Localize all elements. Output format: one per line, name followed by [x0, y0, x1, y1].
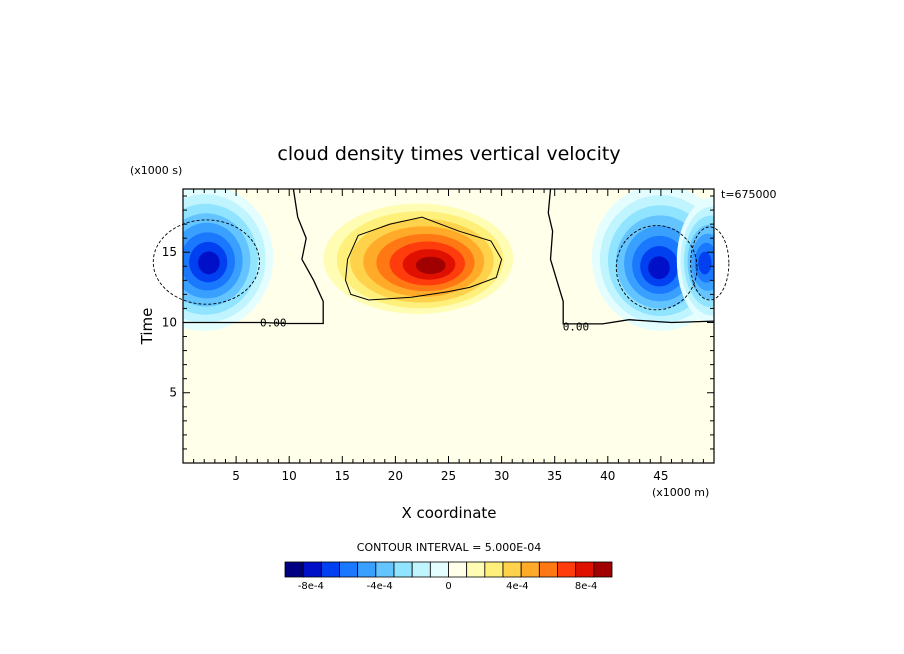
downdraft-level: [648, 256, 670, 280]
x-tick-label: 25: [441, 469, 456, 483]
x-tick-label: 10: [282, 469, 297, 483]
zero-contour-right: [547, 188, 715, 325]
colorbar-label: -8e-4: [298, 581, 324, 592]
colorbar-swatch: [411, 561, 431, 578]
colorbar-label: 0: [445, 581, 451, 592]
colorbar-swatch: [320, 561, 340, 578]
colorbar-title: CONTOUR INTERVAL = 5.000E-04: [357, 541, 541, 554]
downdraft-level: [198, 251, 220, 275]
x-tick-label: 30: [494, 469, 509, 483]
zero-contour-left: [183, 188, 324, 325]
x-tick-label: 35: [547, 469, 562, 483]
positive-contour: [344, 216, 503, 301]
y-tick-label: 10: [162, 315, 177, 329]
x-tick-label: 45: [653, 469, 668, 483]
colorbar-swatch: [502, 561, 522, 578]
negative-contour: [690, 226, 730, 301]
y-unit-label: (x1000 s): [130, 164, 182, 177]
updraft-level: [415, 256, 446, 274]
contour-label: 0.00: [260, 316, 287, 329]
x-axis-label: X coordinate: [401, 504, 496, 522]
colorbar-label: 8e-4: [575, 581, 598, 592]
field: [183, 189, 714, 331]
colorbar-label: -4e-4: [367, 581, 393, 592]
colorbar-swatch: [429, 561, 449, 578]
colorbar-swatch: [375, 561, 395, 578]
colorbar-swatch: [339, 561, 359, 578]
downdraft-level: [698, 251, 712, 275]
contour-label: 0.00: [563, 321, 590, 334]
colorbar-swatch: [484, 561, 504, 578]
colorbar-swatch: [466, 561, 486, 578]
time-label: t=675000: [721, 188, 777, 201]
y-tick-label: 5: [169, 386, 177, 400]
x-tick-label: 15: [335, 469, 350, 483]
colorbar-swatch: [302, 561, 322, 578]
colorbar-swatch: [448, 561, 468, 578]
x-tick-label: 5: [232, 469, 240, 483]
colorbar-swatch: [593, 561, 613, 578]
chart-title: cloud density times vertical velocity: [277, 143, 620, 165]
colorbar-swatch: [357, 561, 377, 578]
colorbar: [284, 561, 613, 578]
colorbar-swatch: [393, 561, 413, 578]
x-unit-label: (x1000 m): [652, 486, 709, 499]
y-tick-label: 15: [162, 245, 177, 259]
negative-contour: [615, 225, 698, 311]
x-tick-label: 20: [388, 469, 403, 483]
colorbar-swatch: [557, 561, 577, 578]
colorbar-swatch: [575, 561, 595, 578]
negative-contour: [152, 219, 260, 305]
x-tick-label: 40: [600, 469, 615, 483]
colorbar-swatch: [538, 561, 558, 578]
colorbar-swatch: [520, 561, 540, 578]
plot-area: 0.00 0.00 5 10 15 20 25 30 35 40 45 5 10 15: [152, 188, 730, 483]
colorbar-label: 4e-4: [506, 581, 529, 592]
y-axis-label: Time: [138, 308, 156, 346]
colorbar-swatch: [284, 561, 304, 578]
